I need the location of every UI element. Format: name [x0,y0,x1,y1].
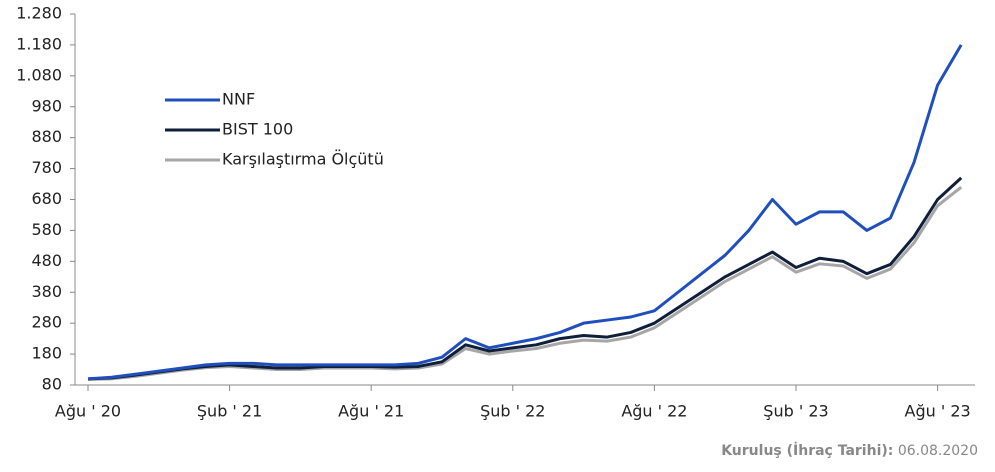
footnote-value: 06.08.2020 [898,443,978,459]
legend-label: NNF [222,90,255,109]
y-tick-label: 180 [31,344,62,363]
x-tick-label: Şub ' 21 [197,402,262,421]
footnote: Kuruluş (İhraç Tarihi): 06.08.2020 [721,442,978,459]
footnote-label: Kuruluş (İhraç Tarihi): [721,442,893,459]
y-tick-label: 1.180 [16,34,62,53]
x-tick-label: Ağu ' 23 [905,402,971,421]
x-tick-label: Şub ' 23 [763,402,828,421]
y-tick-label: 480 [31,251,62,270]
series-line [87,44,963,381]
legend-label: BIST 100 [222,120,293,139]
y-tick-label: 1.280 [16,4,62,23]
x-tick-label: Ağu ' 21 [338,402,404,421]
y-tick-label: 580 [31,220,62,239]
y-tick-label: 880 [31,127,62,146]
y-tick-label: 380 [31,282,62,301]
x-tick-label: Ağu ' 20 [55,402,121,421]
x-tick-label: Ağu ' 22 [621,402,687,421]
y-tick-label: 280 [31,313,62,332]
y-tick-label: 980 [31,96,62,115]
y-tick-label: 780 [31,158,62,177]
series-line [87,176,963,381]
series-line [87,185,963,381]
y-tick-label: 1.080 [16,65,62,84]
y-tick-label: 680 [31,189,62,208]
legend-label: Karşılaştırma Ölçütü [222,150,384,169]
y-tick-label: 80 [42,375,62,394]
x-tick-label: Şub ' 22 [480,402,545,421]
